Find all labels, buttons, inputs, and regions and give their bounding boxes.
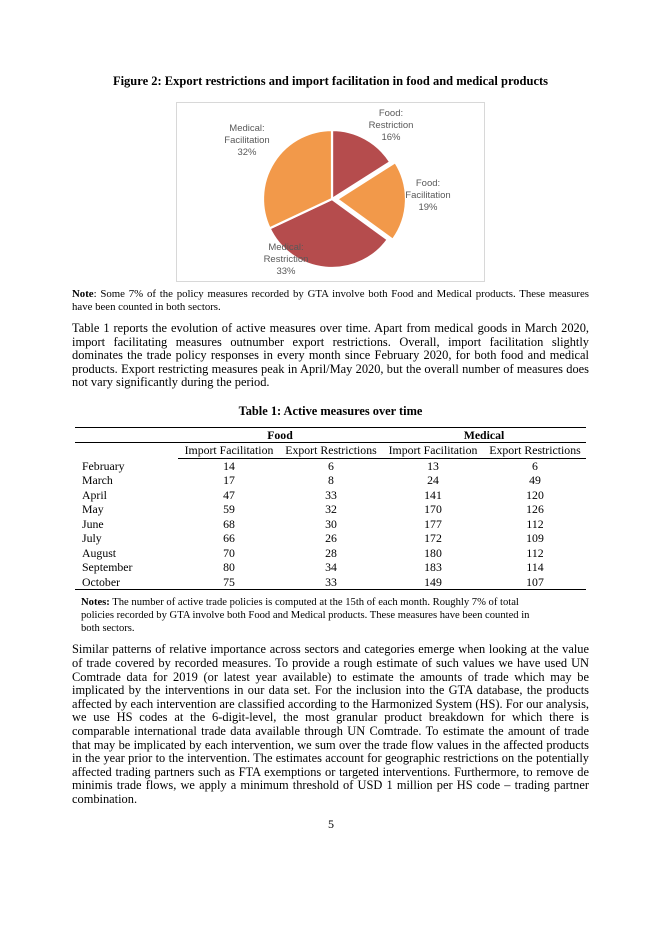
table-cell-value: 24 — [427, 473, 439, 488]
table-cell-value: 141 — [424, 487, 442, 502]
table-cell-value: 112 — [526, 516, 544, 531]
table-cell-value: 177 — [424, 516, 442, 531]
table-row: September 80 34 183 114 — [75, 560, 586, 575]
figure-title: Figure 2: Export restrictions and import… — [112, 74, 549, 88]
table-cell-month: March — [82, 473, 113, 488]
table-row: August 70 28 180 112 — [75, 546, 586, 561]
table-cell-value: 114 — [526, 560, 544, 575]
table-cell-month: August — [82, 545, 117, 560]
table-cell-value: 32 — [325, 502, 337, 517]
table-cell-value: 109 — [526, 531, 544, 546]
table-subheader-3: Export Restrictions — [484, 442, 586, 459]
pie-chart-frame: Food: Restriction 16% Food: Facilitation… — [176, 102, 485, 282]
table-cell-value: 170 — [424, 502, 442, 517]
table-cell-month: October — [82, 574, 120, 589]
table-cell-value: 17 — [223, 473, 235, 488]
pie-slice-label-food-restriction: Food: Restriction 16% — [368, 108, 414, 143]
pie-slice-medical-restriction — [268, 197, 389, 270]
pie-slice-medical-facilitation — [261, 128, 334, 230]
table-cell-value: 6 — [532, 458, 538, 473]
page-content: Figure 2: Export restrictions and import… — [72, 74, 589, 807]
table-cell-value: 149 — [424, 574, 442, 589]
table-notes-text: The number of active trade policies is c… — [81, 597, 530, 635]
table-cell-value: 33 — [325, 487, 337, 502]
paragraph-2: Similar patterns of relative importance … — [72, 642, 589, 806]
table-cell-month: May — [82, 502, 104, 517]
pie-chart — [261, 128, 408, 270]
table-cell-value: 120 — [526, 487, 544, 502]
table-cell-value: 172 — [424, 531, 442, 546]
table-title: Table 1: Active measures over time — [238, 403, 423, 418]
pie-slice-food-restriction — [330, 128, 392, 201]
figure-note: Note: Some 7% of the policy measures rec… — [72, 288, 589, 314]
table-notes-label: Notes: — [81, 597, 110, 609]
table-subheader-0: Import Facilitation — [178, 442, 280, 459]
table-group-header-food: Food — [178, 427, 382, 444]
table-cell-month: February — [82, 458, 125, 473]
table-cell-month: September — [82, 560, 133, 575]
table-cell-value: 49 — [529, 473, 541, 488]
table-cell-value: 33 — [325, 574, 337, 589]
table-group-header-medical: Medical — [382, 427, 586, 444]
table-row: April 47 33 141 120 — [75, 488, 586, 503]
table-cell-month: June — [82, 516, 104, 531]
table-cell-value: 112 — [526, 545, 544, 560]
figure-note-text: : Some 7% of the policy measures recorde… — [72, 288, 589, 313]
table-cell-value: 8 — [328, 473, 334, 488]
table-cell-value: 30 — [325, 516, 337, 531]
table-cell-value: 26 — [325, 531, 337, 546]
table-cell-value: 180 — [424, 545, 442, 560]
table-cell-value: 126 — [526, 502, 544, 517]
table-cell-value: 14 — [223, 458, 235, 473]
table-cell-value: 13 — [427, 458, 439, 473]
table-cell-value: 75 — [223, 574, 235, 589]
table-row: June 68 30 177 112 — [75, 517, 586, 532]
table-cell-month: July — [82, 531, 102, 546]
pie-slice-label-medical-facilitation: Medical: Facilitation 32% — [224, 123, 270, 158]
table-cell-value: 70 — [223, 545, 235, 560]
table-group-header-row: Food Medical — [75, 427, 586, 444]
table-row: October 75 33 149 107 — [75, 575, 586, 590]
table-subheader-empty-cell — [75, 443, 178, 459]
pie-slice-food-facilitation — [335, 161, 408, 241]
paragraph-1: Table 1 reports the evolution of active … — [72, 321, 589, 390]
table-subheader-row: Import Facilitation Export Restrictions Im… — [75, 442, 586, 459]
table-notes: Notes: The number of active trade polici… — [81, 596, 545, 635]
table-cell-value: 59 — [223, 502, 235, 517]
table-cell-value: 107 — [526, 574, 544, 589]
table-cell-value: 47 — [223, 487, 235, 502]
table-row: July 66 26 172 109 — [75, 531, 586, 546]
table-cell-value: 183 — [424, 560, 442, 575]
table-corner-cell — [75, 427, 178, 444]
table-cell-value: 68 — [223, 516, 235, 531]
table-row: February 14 6 13 6 — [75, 458, 586, 473]
table-cell-value: 34 — [325, 560, 337, 575]
pie-slice-label-medical-restriction: Medical: Restriction 33% — [263, 242, 309, 277]
table-subheader-1: Export Restrictions — [280, 442, 382, 459]
figure-note-label: Note — [72, 288, 94, 300]
table-cell-value: 80 — [223, 560, 235, 575]
page-number: 5 — [328, 817, 334, 831]
table-row: May 59 32 170 126 — [75, 502, 586, 517]
measures-table: Food Medical Import Facilitation Export Res… — [75, 426, 586, 591]
pie-slice-label-food-facilitation: Food: Facilitation 19% — [405, 178, 451, 213]
table-cell-value: 28 — [325, 545, 337, 560]
table-row: March 17 8 24 49 — [75, 473, 586, 488]
table-cell-value: 6 — [328, 458, 334, 473]
table-subheader-2: Import Facilitation — [382, 442, 484, 459]
table-cell-month: April — [82, 487, 107, 502]
table-cell-value: 66 — [223, 531, 235, 546]
